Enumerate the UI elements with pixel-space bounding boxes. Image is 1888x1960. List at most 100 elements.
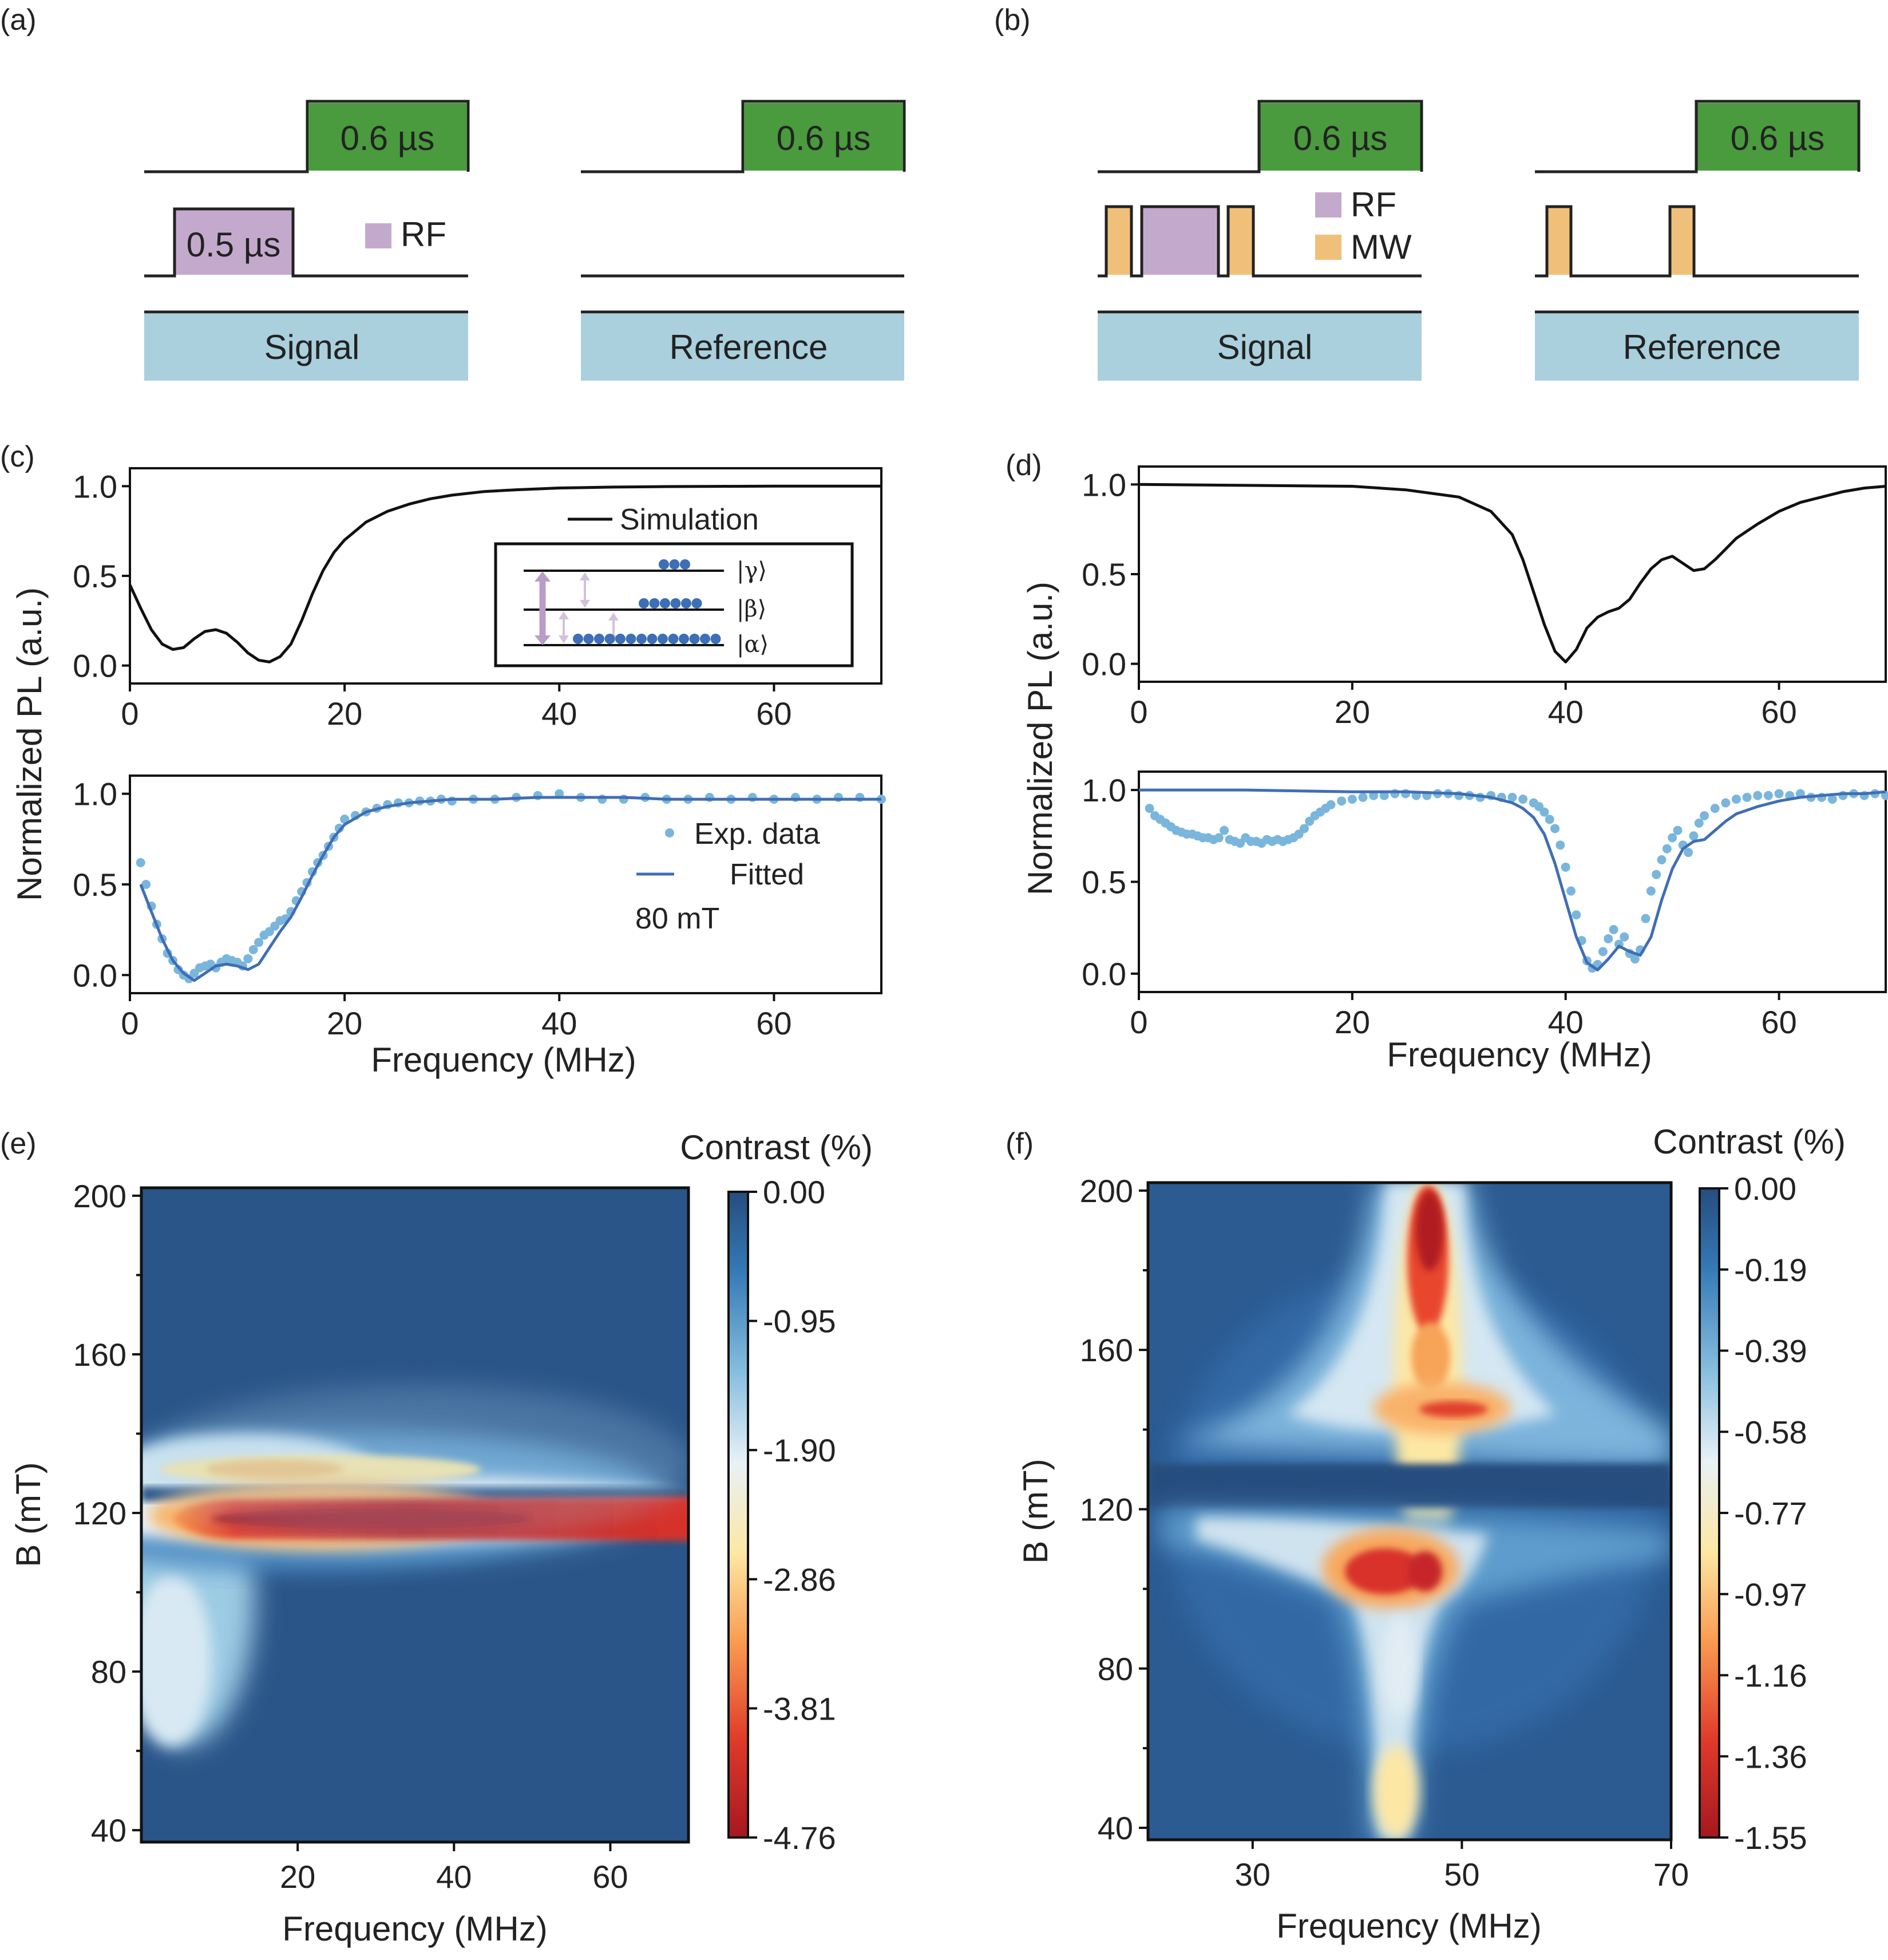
colorbar-tick-label: -1.55 bbox=[1734, 1820, 1807, 1856]
plot-c-experiment: 0 20 40 60 0.0 0.5 1.0 bbox=[73, 774, 886, 1041]
xlabel-f: Frequency (MHz) bbox=[1276, 1907, 1541, 1945]
x-tick-label: 20 bbox=[1335, 1004, 1370, 1040]
colorbar-tick-label: -0.39 bbox=[1734, 1333, 1807, 1369]
x-tick-label: 30 bbox=[1235, 1856, 1270, 1892]
rf-pulse-b bbox=[1143, 208, 1217, 275]
legend-fit-label-c: Fitted bbox=[730, 858, 804, 891]
x-tick-label: 40 bbox=[541, 696, 577, 732]
exp-data-point bbox=[1347, 795, 1357, 804]
y-tick-label: 1.0 bbox=[1082, 772, 1126, 808]
exp-data-point bbox=[1673, 825, 1683, 835]
population-dot bbox=[681, 598, 691, 608]
exp-data-point bbox=[1721, 798, 1731, 808]
panel-label-d: (d) bbox=[1006, 449, 1042, 482]
signal-block-a bbox=[144, 314, 468, 381]
population-dot bbox=[680, 559, 690, 570]
panel-label-f: (f) bbox=[1006, 1127, 1034, 1160]
exp-data-point bbox=[1337, 796, 1347, 806]
laser-pulse-reference-b bbox=[1697, 103, 1858, 171]
signal-block-b bbox=[1098, 314, 1422, 381]
population-dot bbox=[710, 634, 721, 644]
legend-rf-label-a: RF bbox=[401, 215, 446, 254]
colorbar-tick-label: -2.86 bbox=[763, 1562, 836, 1598]
axes-f: 30 50 70 40 80 120 160 200 bbox=[1080, 1173, 1689, 1892]
y-tick-label: 40 bbox=[1098, 1810, 1133, 1846]
y-tick-label: 0.0 bbox=[73, 957, 117, 993]
exp-data-point bbox=[1668, 833, 1677, 843]
plot-c-simulation: 0 20 40 60 0.0 0.5 1.0 bbox=[73, 467, 882, 732]
ylabel-c: Normalized PL (a.u.) bbox=[10, 587, 49, 901]
reference-label-b: Reference bbox=[1623, 328, 1782, 366]
exp-data-point bbox=[1742, 792, 1752, 802]
laser-duration-reference-b: 0.6 µs bbox=[1731, 119, 1825, 157]
mw-pulse-1-reference-b bbox=[1548, 208, 1570, 275]
x-tick-label: 50 bbox=[1444, 1856, 1479, 1892]
population-dot bbox=[636, 634, 647, 644]
population-dot bbox=[679, 634, 689, 644]
x-tick-label: 60 bbox=[756, 696, 791, 732]
population-dot bbox=[691, 598, 702, 608]
exp-data-point bbox=[1652, 870, 1661, 879]
x-tick-label: 40 bbox=[436, 1859, 472, 1895]
population-dot bbox=[649, 598, 660, 608]
legend-rf-swatch-a bbox=[365, 223, 391, 248]
legend-exp-label-c: Exp. data bbox=[694, 817, 820, 851]
population-dot bbox=[659, 559, 669, 570]
y-tick-label: 0.5 bbox=[1082, 556, 1126, 592]
y-tick-label: 160 bbox=[73, 1337, 126, 1373]
exp-data-point bbox=[1774, 789, 1784, 799]
exp-data-point bbox=[243, 954, 253, 963]
simulation-line bbox=[1138, 483, 1886, 663]
y-tick-label: 120 bbox=[73, 1495, 126, 1531]
population-dot bbox=[639, 598, 649, 608]
field-note-c: 80 mT bbox=[635, 902, 719, 935]
y-tick-label: 80 bbox=[1098, 1651, 1133, 1687]
population-dot bbox=[670, 598, 681, 608]
population-dot bbox=[573, 634, 583, 644]
exp-data-point bbox=[1827, 795, 1837, 804]
population-dot bbox=[647, 634, 658, 644]
exp-data-point bbox=[1299, 824, 1309, 833]
level-alpha: |α⟩ bbox=[737, 631, 769, 658]
exp-data-point bbox=[1763, 791, 1773, 800]
exp-data-point bbox=[1753, 791, 1763, 800]
y-tick-label: 0.5 bbox=[73, 867, 117, 903]
exp-data-point bbox=[1710, 804, 1720, 813]
y-tick-label: 1.0 bbox=[73, 776, 117, 812]
panel-label-b: (b) bbox=[994, 3, 1031, 37]
level-beta: |β⟩ bbox=[737, 596, 766, 622]
exp-data-point bbox=[141, 880, 151, 889]
exp-data-point bbox=[1507, 792, 1517, 802]
exp-data-point bbox=[248, 945, 258, 954]
y-tick-label: 120 bbox=[1080, 1492, 1133, 1528]
population-dot bbox=[669, 559, 680, 570]
y-tick-label: 1.0 bbox=[73, 468, 117, 504]
exp-data-point bbox=[136, 858, 145, 867]
exp-data-point bbox=[1545, 815, 1554, 824]
exp-data-point bbox=[1662, 844, 1672, 853]
colorbar-tick-label: -0.95 bbox=[763, 1303, 836, 1339]
panel-label-a: (a) bbox=[0, 3, 37, 37]
colorbar-title-e: Contrast (%) bbox=[680, 1128, 873, 1167]
ylabel-e: B (mT) bbox=[9, 1462, 48, 1567]
colorbar-gradient bbox=[1699, 1187, 1720, 1839]
population-dot bbox=[668, 634, 679, 644]
exp-data-point bbox=[254, 938, 264, 947]
y-tick-label: 160 bbox=[1080, 1332, 1133, 1368]
population-dot bbox=[604, 634, 615, 644]
exp-data-point bbox=[1550, 824, 1560, 833]
plot-frame bbox=[1138, 465, 1887, 683]
exp-data-point bbox=[1326, 800, 1336, 809]
exp-data-point bbox=[340, 815, 350, 824]
legend-mw-label-b: MW bbox=[1351, 228, 1412, 266]
exp-data-point bbox=[1572, 910, 1581, 920]
panel-label-e: (e) bbox=[0, 1127, 37, 1160]
x-tick-label: 20 bbox=[1335, 694, 1370, 730]
exp-data-point bbox=[1145, 804, 1154, 813]
rf-duration-a: 0.5 µs bbox=[187, 226, 281, 264]
colorbar-f: 0.00 -0.19 -0.39 -0.58 -0.77 -0.97 -1.16 -1.36 -… bbox=[1699, 1171, 1807, 1856]
exp-data-point bbox=[1620, 932, 1629, 942]
exp-data-point bbox=[1630, 954, 1640, 964]
reference-block-a bbox=[581, 314, 904, 381]
colorbar-tick-label: -0.19 bbox=[1734, 1252, 1807, 1288]
